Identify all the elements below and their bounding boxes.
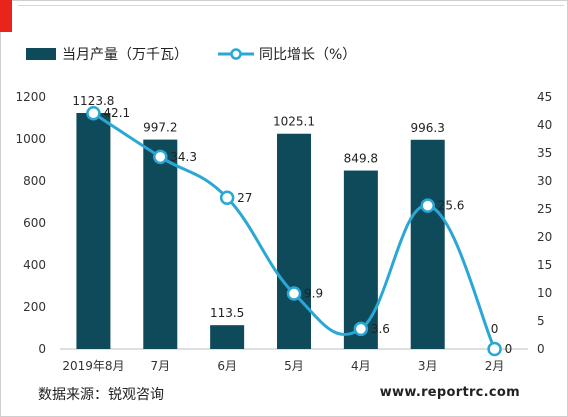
bar-value-label: 849.8 [344, 152, 378, 166]
legend-line-label: 同比增长（%） [259, 47, 357, 63]
line-value-label: 27 [237, 191, 252, 205]
legend-bar-label: 当月产量（万千瓦） [62, 47, 188, 63]
y-left-tick-label: 600 [23, 216, 46, 230]
growth-line [92, 111, 496, 350]
legend-item-line: 同比增长（%） [218, 44, 356, 64]
bars-layer [76, 113, 445, 349]
x-tick-label: 2019年8月 [62, 359, 124, 373]
bar [210, 325, 245, 349]
legend-item-bar: 当月产量（万千瓦） [26, 44, 188, 64]
line-point [286, 286, 302, 301]
bar [343, 170, 378, 349]
y-left-tick-label: 1200 [15, 90, 46, 104]
bar-value-label: 997.2 [143, 121, 177, 135]
x-tick-label: 5月 [284, 359, 304, 373]
y-right-tick-label: 10 [537, 286, 552, 300]
y-left-tick-label: 400 [23, 258, 46, 272]
y-right-tick-label: 35 [537, 146, 552, 160]
bar-value-label: 0 [491, 322, 499, 336]
corner-accent-mark [0, 0, 12, 32]
source-note: 数据来源：锐观咨询 [38, 387, 164, 403]
bar-value-label: 1025.1 [273, 115, 315, 129]
y-left-tick-label: 800 [23, 174, 46, 188]
bar [410, 139, 445, 349]
y-left-tick-label: 200 [23, 300, 46, 314]
y-right-tick-label: 45 [537, 90, 552, 104]
line-value-label: 9.9 [304, 287, 323, 301]
watermark-url: www.reportrc.com [379, 385, 520, 400]
x-tick-label: 7月 [150, 359, 170, 373]
line-value-label: 25.6 [438, 199, 465, 213]
bar [76, 113, 111, 349]
y-right-tick-label: 20 [537, 230, 552, 244]
y-left-tick-label: 0 [38, 342, 46, 356]
legend-bar-swatch [26, 48, 56, 60]
y-right-tick-label: 25 [537, 202, 552, 216]
bar [143, 139, 178, 349]
y-left-tick-label: 1000 [15, 132, 46, 146]
line-value-label: 3.6 [371, 322, 390, 336]
bar [277, 133, 311, 349]
axes-layer: 0 200 400 600 800 1000 1200 0 5 10 15 20 25 30 35 40 45 2… [15, 90, 552, 373]
top-rule [18, 5, 564, 6]
line-point [420, 198, 435, 213]
y-right-tick-label: 5 [537, 314, 545, 328]
labels-layer: 1123.8 997.2 113.5 1025.1 849.8 996.3 0 42.1 34.… [72, 94, 512, 356]
x-tick-label: 2月 [485, 359, 505, 373]
line-value-label: 0 [505, 342, 513, 356]
x-tick-label: 4月 [351, 359, 371, 373]
x-tick-label: 3月 [418, 359, 438, 373]
y-right-tick-label: 40 [537, 118, 552, 132]
line-point [219, 190, 235, 206]
line-value-label: 34.3 [170, 150, 197, 164]
y-right-tick-label: 0 [537, 342, 545, 356]
bar-value-label: 1123.8 [72, 94, 114, 108]
chart-legend: 当月产量（万千瓦） 同比增长（%） [26, 44, 386, 64]
legend-line-swatch [218, 48, 254, 60]
line-point [153, 149, 168, 165]
y-right-tick-label: 15 [537, 258, 552, 272]
line-layer [86, 105, 502, 357]
line-point [86, 105, 101, 121]
bar-value-label: 996.3 [411, 121, 445, 135]
line-point [353, 321, 369, 337]
y-right-tick-label: 30 [537, 174, 552, 188]
line-point [487, 341, 502, 357]
line-value-label: 42.1 [103, 106, 130, 120]
bar-value-label: 113.5 [210, 306, 244, 320]
x-tick-label: 6月 [217, 359, 237, 373]
